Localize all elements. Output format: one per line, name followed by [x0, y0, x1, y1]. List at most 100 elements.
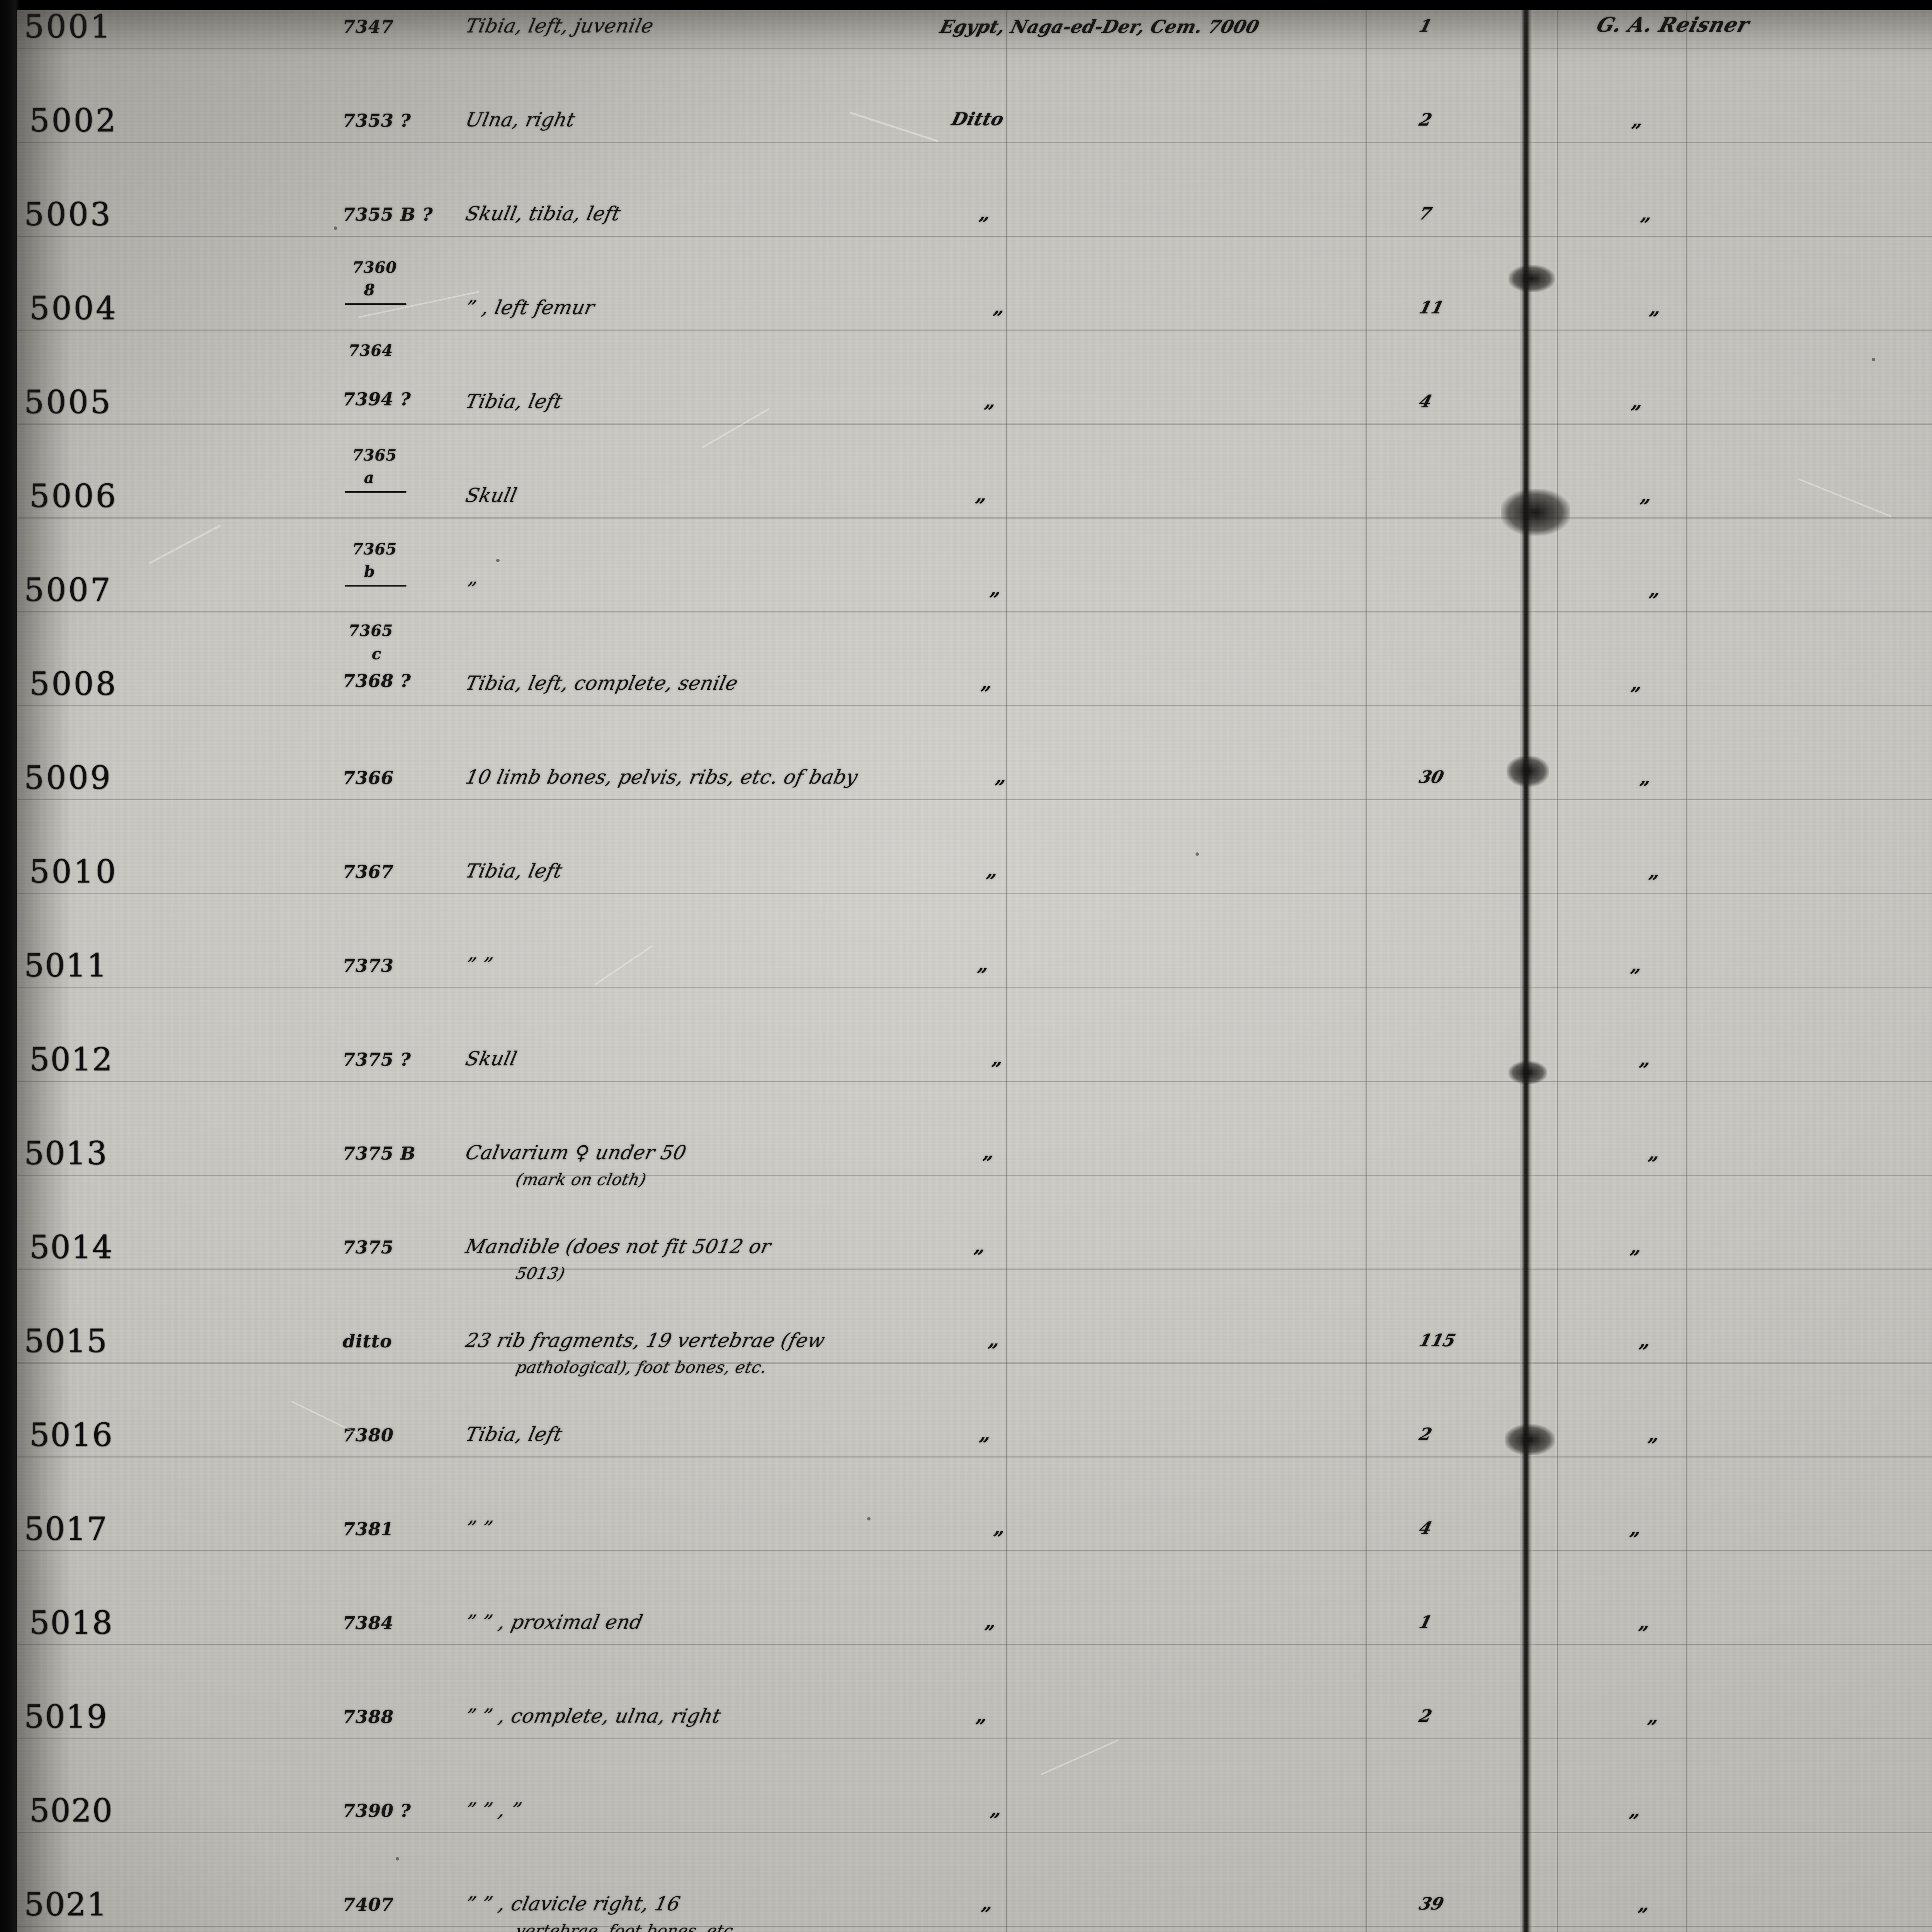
ruled-line [17, 1832, 1932, 1833]
field-number-cell: 7381 [343, 1519, 394, 1539]
accession-number-cell: 5002 [29, 102, 118, 139]
accession-number-cell: 5001 [24, 9, 112, 45]
provenience-ditto-mark: ” [969, 495, 988, 517]
provenience-ditto-mark: ” [978, 401, 997, 423]
fraction-bar [345, 303, 406, 305]
description-cell-continued: 5013) [514, 1264, 567, 1283]
description-cell: ” ” , clavicle right, 16 [463, 1893, 682, 1915]
field-number-cell: 7380 [343, 1425, 394, 1446]
paper-speck [396, 1857, 399, 1861]
ruled-line [17, 1644, 1932, 1645]
column-rule [1006, 10, 1007, 1932]
provenience-cell: Egypt, Naga-ed-Der, Cem. 7000 [938, 16, 1262, 37]
ruled-line [17, 799, 1932, 800]
collector-ditto-mark: ” [1634, 214, 1653, 236]
field-number-numerator: 7360 [352, 259, 397, 277]
column-rule [1557, 10, 1558, 1932]
accession-number-cell: 5005 [24, 384, 112, 421]
accession-number-cell: 5016 [29, 1417, 113, 1454]
scan-vignette [17, 10, 1932, 1932]
provenience-ditto-mark: ” [973, 1434, 992, 1456]
field-number-cell: 7373 [343, 955, 394, 976]
ruled-line [17, 705, 1932, 706]
provenience-ditto-mark: ” [975, 1903, 993, 1925]
provenience-ditto-mark: ” [982, 1340, 1000, 1362]
collector-ditto-mark: ” [1624, 965, 1643, 987]
accession-number-cell: 5008 [29, 666, 118, 702]
accession-number-cell: 5003 [24, 196, 112, 233]
field-number-cell: 7347 [343, 16, 394, 37]
description-cell-continued: (mark on cloth) [514, 1170, 648, 1189]
description-cell: Calvarium ♀ under 50 [463, 1141, 689, 1164]
collector-ditto-mark: ” [1642, 1435, 1660, 1456]
field-number-cell: ditto [343, 1331, 392, 1352]
ruled-line [17, 1550, 1932, 1551]
scan-scratch [702, 408, 770, 448]
description-cell-continued: pathological), foot bones, etc. [514, 1358, 769, 1377]
scan-scratch [149, 524, 221, 565]
collector-ditto-mark: ” [1634, 777, 1652, 799]
description-cell: ” ” , proximal end [463, 1611, 645, 1633]
field-number-cell: 7368 ? [343, 670, 411, 691]
field-number-middle: c [372, 645, 382, 663]
quantity-cell: 39 [1417, 1894, 1446, 1914]
field-number-numerator: 7365 [352, 446, 397, 464]
provenience-ditto-mark: ” [971, 964, 990, 986]
accession-number-cell: 5017 [24, 1511, 108, 1548]
paper-grain [17, 10, 1932, 1932]
ruled-line [17, 1175, 1932, 1176]
ruled-line [17, 48, 1932, 49]
fraction-bar [345, 491, 406, 493]
ink-blot [1505, 1424, 1555, 1455]
description-cell: 23 rib fragments, 19 vertebrae (few [463, 1329, 827, 1352]
ruled-line [17, 987, 1932, 988]
collector-ditto-mark: ” [1634, 496, 1652, 517]
field-number-cell: 7388 [343, 1706, 394, 1727]
collector-ditto-mark: ” [1626, 120, 1644, 142]
column-rule [1520, 10, 1521, 1932]
ruled-line [17, 142, 1932, 143]
ruled-line [17, 330, 1932, 331]
accession-number-cell: 5007 [24, 572, 112, 609]
field-number-cell: 7353 ? [343, 110, 411, 131]
description-cell: Tibia, left, complete, senile [463, 672, 740, 694]
collector-ditto-mark: ” [1632, 1904, 1650, 1926]
ruled-line [17, 1362, 1932, 1364]
collector-ditto-mark: ” [1623, 1810, 1641, 1832]
quantity-cell: 1 [1417, 16, 1434, 36]
collector-ditto-mark: ” [1643, 871, 1661, 893]
field-number-cell: 7375 [343, 1237, 394, 1258]
ruled-line [17, 236, 1932, 237]
collector-ditto-mark: ” [1624, 1529, 1642, 1550]
quantity-cell: 11 [1417, 298, 1446, 318]
field-number-cell: 7366 [343, 767, 394, 788]
description-cell: Tibia, left [463, 860, 565, 882]
accession-number-cell: 5004 [29, 290, 118, 327]
provenience-ditto-mark: ” [984, 589, 1002, 611]
description-cell: ” ” [463, 1517, 495, 1539]
paper-speck [867, 1517, 871, 1520]
quantity-cell: 4 [1417, 1519, 1434, 1538]
collector-ditto-mark: ” [1624, 1247, 1642, 1269]
quantity-cell: 4 [1417, 392, 1434, 412]
collector-cell: G. A. Reisner [1594, 13, 1752, 37]
field-number-cell: 7394 ? [343, 389, 411, 410]
accession-number-cell: 5021 [24, 1886, 108, 1923]
scan-scratch [594, 945, 653, 985]
field-number-cell: 7407 [343, 1894, 394, 1915]
ink-blot [1507, 756, 1549, 787]
quantity-cell: 30 [1417, 767, 1446, 787]
field-number-cell: 7355 B ? [343, 204, 433, 225]
accession-number-cell: 5020 [29, 1793, 113, 1829]
provenience-ditto-mark: ” [980, 871, 998, 892]
field-number-cell: 7375 B [343, 1143, 416, 1164]
paper-speck [334, 226, 337, 230]
provenience-ditto-mark: ” [986, 1058, 1004, 1080]
ruled-line [17, 1738, 1932, 1739]
description-cell: Mandible (does not fit 5012 or [463, 1235, 773, 1258]
quantity-cell: 2 [1417, 1425, 1434, 1444]
provenience-ditto-mark: ” [989, 777, 1007, 798]
scan-scratch [850, 112, 939, 142]
description-cell: 10 limb bones, pelvis, ribs, etc. of bab… [463, 766, 860, 788]
